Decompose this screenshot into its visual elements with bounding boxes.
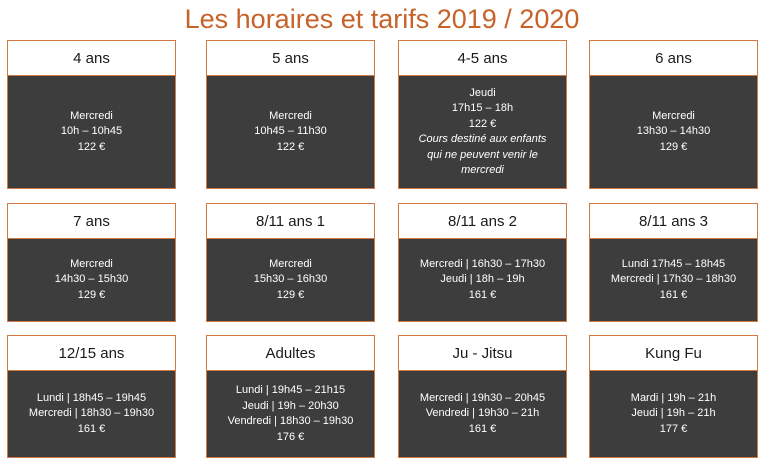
class-card-title: 12/15 ans — [8, 336, 175, 371]
schedule-line: 177 € — [659, 422, 688, 435]
class-card: 4 ans Mercredi 10h – 10h45 122 € — [7, 40, 176, 189]
class-card-details: Lundi | 18h45 – 19h45 Mercredi | 18h30 – … — [8, 371, 175, 457]
schedule-line: 161 € — [659, 288, 688, 301]
schedule-line: 17h15 – 18h — [451, 102, 514, 114]
schedule-line: Jeudi — [469, 86, 496, 99]
schedule-line: 14h30 – 15h30 — [54, 273, 129, 286]
schedule-line: 129 € — [77, 288, 106, 301]
class-card: 12/15 ans Lundi | 18h45 – 19h45 Mercredi |… — [7, 335, 176, 458]
schedule-line: Mercredi | 16h30 – 17h30 — [419, 257, 546, 270]
class-card-title: 8/11 ans 2 — [399, 204, 566, 239]
schedule-line: Jeudi | 19h – 20h30 — [242, 399, 339, 412]
class-card-details: Mercredi 15h30 – 16h30 129 € — [207, 239, 374, 321]
schedule-line: Mercredi — [70, 109, 113, 122]
class-card: Kung Fu Mardi | 19h – 21h Jeudi | 19h – 21… — [589, 335, 758, 458]
class-note-line: Cours destiné aux enfants — [418, 133, 547, 145]
schedule-line: 10h – 10h45 — [60, 125, 123, 138]
schedule-line: 10h45 – 11h30 — [254, 125, 327, 138]
class-card-details: Mercredi 10h – 10h45 122 € — [8, 76, 175, 188]
class-card-details: Mercredi | 16h30 – 17h30 Jeudi | 18h – 19… — [399, 239, 566, 321]
class-card-title: 8/11 ans 3 — [590, 204, 757, 239]
class-card-title: 5 ans — [207, 41, 374, 76]
class-card-details: Mercredi 10h45 – 11h30 122 € — [207, 76, 374, 188]
class-card-details: Lundi | 19h45 – 21h15 Jeudi | 19h – 20h30… — [207, 371, 374, 457]
class-card-title: 8/11 ans 1 — [207, 204, 374, 239]
class-card: 6 ans Mercredi 13h30 – 14h30 129 € — [589, 40, 758, 189]
schedule-line: 161 € — [77, 422, 106, 435]
class-card-details: Lundi 17h45 – 18h45 Mercredi | 17h30 – 18… — [590, 239, 757, 321]
class-card-details: Mercredi 14h30 – 15h30 129 € — [8, 239, 175, 321]
schedule-line: 13h30 – 14h30 — [636, 125, 711, 138]
schedule-line: Lundi | 19h45 – 21h15 — [235, 384, 346, 396]
class-card: 4-5 ans Jeudi 17h15 – 18h 122 € Cours destin… — [398, 40, 567, 189]
schedule-line: Lundi 17h45 – 18h45 — [621, 257, 726, 270]
schedule-line: Mercredi | 17h30 – 18h30 — [610, 273, 737, 286]
class-card: Adultes Lundi | 19h45 – 21h15 Jeudi | 19h … — [206, 335, 375, 458]
class-card: 8/11 ans 2 Mercredi | 16h30 – 17h30 Jeudi … — [398, 203, 567, 322]
schedule-line: Mardi | 19h – 21h — [630, 391, 717, 404]
class-card-title: Ju - Jitsu — [399, 336, 566, 371]
class-card: 8/11 ans 3 Lundi 17h45 – 18h45 Mercredi | … — [589, 203, 758, 322]
schedule-line: Mercredi — [652, 109, 695, 122]
class-card: 7 ans Mercredi 14h30 – 15h30 129 € — [7, 203, 176, 322]
class-card: 8/11 ans 1 Mercredi 15h30 – 16h30 129 € — [206, 203, 375, 322]
class-card: Ju - Jitsu Mercredi | 19h30 – 20h45 Vendre… — [398, 335, 567, 458]
schedule-line: 122 € — [77, 140, 106, 153]
schedule-line: Mercredi — [269, 257, 312, 270]
schedule-line: 129 € — [659, 140, 688, 153]
class-card-title: Kung Fu — [590, 336, 757, 371]
schedule-line: Vendredi | 18h30 – 19h30 — [227, 415, 354, 427]
class-card-details: Mercredi | 19h30 – 20h45 Vendredi | 19h30… — [399, 371, 566, 457]
schedule-line: Jeudi | 18h – 19h — [440, 273, 525, 286]
class-card-details: Jeudi 17h15 – 18h 122 € Cours destiné aux e… — [399, 76, 566, 188]
class-card-title: 7 ans — [8, 204, 175, 239]
class-card: 5 ans Mercredi 10h45 – 11h30 122 € — [206, 40, 375, 189]
schedule-line: Vendredi | 19h30 – 21h — [425, 407, 540, 420]
class-note-line: qui ne peuvent venir le — [427, 148, 538, 161]
schedule-line: 15h30 – 16h30 — [253, 273, 328, 286]
page-title: Les horaires et tarifs 2019 / 2020 — [184, 4, 580, 34]
schedule-line: 161 € — [468, 288, 497, 301]
class-card-title: 4-5 ans — [399, 41, 566, 76]
schedule-line: 122 € — [468, 117, 497, 130]
class-note-line: mercredi — [461, 164, 504, 176]
schedule-line: Lundi | 18h45 – 19h45 — [36, 391, 147, 404]
class-card-title: 4 ans — [8, 41, 175, 76]
schedule-line: Jeudi | 19h – 21h — [631, 407, 716, 420]
schedule-line: 122 € — [276, 140, 305, 153]
class-card-details: Mercredi 13h30 – 14h30 129 € — [590, 76, 757, 188]
class-card-title: Adultes — [207, 336, 374, 371]
schedule-line: Mercredi | 19h30 – 20h45 — [419, 391, 546, 404]
class-card-title: 6 ans — [590, 41, 757, 76]
schedule-line: Mercredi — [70, 257, 113, 270]
schedule-line: Mercredi | 18h30 – 19h30 — [28, 407, 155, 420]
schedule-line: 129 € — [276, 288, 305, 301]
schedule-line: Mercredi — [269, 109, 312, 122]
class-card-details: Mardi | 19h – 21h Jeudi | 19h – 21h 177 € — [590, 371, 757, 457]
schedule-line: 176 € — [276, 430, 305, 443]
schedule-line: 161 € — [468, 422, 497, 435]
